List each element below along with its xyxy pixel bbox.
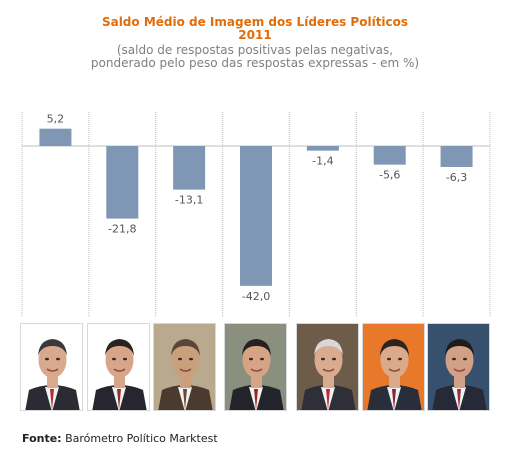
leader-portrait-5-icon xyxy=(297,324,358,410)
leader-portrait-7-photo xyxy=(427,323,490,411)
leader-portrait-1-icon xyxy=(21,324,82,410)
leader-portrait-4-photo xyxy=(224,323,287,411)
source-text: Barómetro Político Marktest xyxy=(65,432,218,445)
bar-value-label-2: -21,8 xyxy=(108,223,136,236)
bar-value-label-7: -6,3 xyxy=(446,171,467,184)
bar-value-label-3: -13,1 xyxy=(175,194,203,207)
bar-4 xyxy=(240,146,272,286)
bar-2 xyxy=(106,146,139,219)
bar-value-label-4: -42,0 xyxy=(242,290,270,303)
leader-portrait-3-icon xyxy=(154,324,215,410)
leader-portrait-6-icon xyxy=(363,324,424,410)
source-note: Fonte: Barómetro Político Marktest xyxy=(22,432,218,445)
chart-title-year: 2011 xyxy=(238,28,272,42)
bar-6 xyxy=(373,146,406,165)
leader-portrait-2-icon xyxy=(88,324,149,410)
leader-portrait-5-photo xyxy=(296,323,359,411)
leader-portrait-7-icon xyxy=(428,324,489,410)
leader-photo-strip xyxy=(0,323,510,413)
leader-portrait-4-icon xyxy=(225,324,286,410)
bar-3 xyxy=(173,146,206,190)
bar-5 xyxy=(306,146,339,151)
leader-portrait-2-photo xyxy=(87,323,150,411)
leader-portrait-3-photo xyxy=(153,323,216,411)
chart-subtitle-line1: (saldo de respostas positivas pelas nega… xyxy=(116,43,394,57)
chart-subtitle-line2: ponderado pelo peso das respostas expres… xyxy=(90,56,420,70)
source-label: Fonte: xyxy=(22,432,62,445)
bar-value-label-5: -1,4 xyxy=(312,155,333,168)
bar-value-label-1: 5,2 xyxy=(47,113,65,126)
bar-7 xyxy=(440,146,473,167)
leader-portrait-1-photo xyxy=(20,323,83,411)
bar-1 xyxy=(39,128,72,146)
bar-chart: 5,2 -21,8 -13,1 -42,0 -1,4 -5,6 -6,3 xyxy=(21,112,491,318)
leader-portrait-6-photo xyxy=(362,323,425,411)
bar-value-label-6: -5,6 xyxy=(379,169,400,182)
chart-title: Saldo Médio de Imagem dos Líderes Políti… xyxy=(101,15,409,29)
